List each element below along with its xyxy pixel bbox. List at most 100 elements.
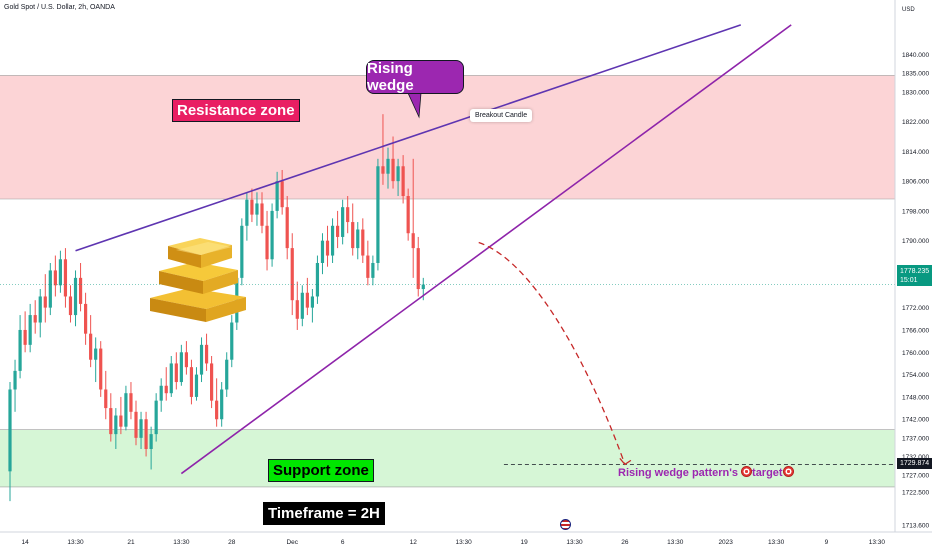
- candle-body: [194, 374, 199, 397]
- y-tick-label: 1766.000: [902, 327, 929, 334]
- candle-body: [411, 233, 415, 249]
- x-tick-label: 28: [228, 539, 236, 546]
- candle-body: [43, 296, 47, 308]
- candle-body: [28, 315, 32, 345]
- x-tick-label: 21: [127, 539, 135, 546]
- x-tick-label: 13:30: [566, 539, 583, 546]
- y-tick-label: 1713.600: [902, 522, 929, 529]
- y-tick-label: 1840.000: [902, 52, 929, 59]
- candle-body: [38, 296, 42, 323]
- candle-body: [336, 225, 340, 237]
- candle-body: [13, 370, 17, 390]
- axis-currency: USD: [902, 7, 915, 13]
- candle-body: [320, 240, 325, 263]
- current-price-tag: 1778.235 15:01: [897, 265, 932, 286]
- candle-body: [58, 259, 62, 286]
- candle-body: [330, 225, 335, 256]
- candle-body: [204, 344, 209, 364]
- wedge-upper-line: [75, 24, 742, 252]
- y-tick-label: 1742.000: [902, 417, 929, 424]
- x-tick-label: 13:30: [455, 539, 472, 546]
- candle-body: [119, 415, 123, 427]
- rising-wedge-label: Rising wedge: [367, 60, 414, 94]
- timeframe-label: Timeframe = 2H: [263, 502, 385, 525]
- us-flag-icon[interactable]: [560, 519, 571, 530]
- candle-body: [73, 277, 78, 316]
- candle-body: [104, 389, 108, 409]
- current-price: 1778.235: [900, 268, 930, 275]
- x-tick-label: 13:30: [173, 539, 190, 546]
- candle-body: [381, 166, 385, 174]
- candle-body: [149, 434, 153, 450]
- candle-body: [199, 344, 204, 375]
- candle-body: [48, 270, 52, 308]
- target-icon: [741, 466, 753, 477]
- countdown: 15:01: [900, 277, 918, 284]
- candle-body: [63, 259, 68, 297]
- candle-body: [215, 400, 219, 420]
- candle-body: [265, 225, 269, 260]
- y-tick-label: 1748.000: [902, 394, 929, 401]
- candle-body: [290, 248, 294, 301]
- support-zone-label: Support zone: [268, 459, 374, 482]
- candle-body: [255, 203, 259, 215]
- candle-body: [240, 225, 244, 278]
- candle-body: [179, 352, 183, 383]
- y-tick-label: 1760.000: [902, 350, 929, 357]
- y-tick-label: 1814.000: [902, 149, 929, 156]
- candle-body: [220, 389, 224, 420]
- candle-body: [134, 411, 138, 438]
- candle-body: [310, 296, 314, 308]
- target-price-tag: 1729.874: [897, 458, 932, 469]
- candle-body: [154, 400, 158, 435]
- wedge-lower-line: [180, 24, 792, 475]
- candle-body: [275, 181, 279, 211]
- candle-body: [391, 158, 395, 182]
- candle-body: [159, 385, 163, 401]
- x-tick-label: 13:30: [667, 539, 684, 546]
- candle-body: [341, 207, 345, 237]
- candle-body: [250, 199, 254, 215]
- candle-body: [144, 419, 148, 450]
- candle-body: [129, 393, 133, 412]
- x-tick-label: 6: [341, 539, 345, 546]
- x-tick-label: Dec: [286, 539, 298, 546]
- candle-body: [99, 348, 103, 390]
- candle-body: [23, 329, 27, 345]
- symbol-title: Gold Spot / U.S. Dollar, 2h, OANDA: [4, 4, 115, 11]
- y-tick-label: 1806.000: [902, 179, 929, 186]
- candlestick-series: [8, 114, 425, 502]
- y-tick-label: 1772.000: [902, 305, 929, 312]
- candle-body: [366, 255, 370, 278]
- candle-body: [169, 363, 173, 394]
- candle-body: [94, 348, 98, 360]
- y-tick-label: 1830.000: [902, 89, 929, 96]
- candle-body: [300, 292, 304, 319]
- candle-body: [295, 300, 299, 319]
- breakout-candle-label: Breakout Candle: [470, 109, 533, 122]
- candle-body: [174, 363, 178, 383]
- candle-body: [89, 333, 93, 360]
- candle-body: [396, 166, 400, 182]
- candle-body: [53, 270, 57, 286]
- x-tick-label: 12: [410, 539, 418, 546]
- target-icon: [782, 466, 794, 477]
- y-tick-label: 1790.000: [902, 238, 929, 245]
- candle-body: [351, 222, 355, 249]
- rising-wedge-callout: Rising wedge: [366, 60, 464, 94]
- y-tick-label: 1835.000: [902, 71, 929, 78]
- candle-body: [270, 210, 274, 260]
- x-tick-label: 9: [825, 539, 829, 546]
- candle-body: [68, 296, 73, 316]
- candle-body: [184, 352, 188, 368]
- candle-body: [139, 419, 143, 438]
- candle-body: [8, 389, 12, 472]
- candle-body: [325, 240, 330, 256]
- candle-body: [315, 262, 320, 297]
- candle-body: [84, 303, 88, 334]
- candle-body: [376, 166, 380, 263]
- candle-body: [124, 393, 128, 427]
- projection-path: [478, 241, 626, 465]
- resistance-zone-label: Resistance zone: [172, 99, 300, 122]
- chart-zones: [0, 75, 895, 488]
